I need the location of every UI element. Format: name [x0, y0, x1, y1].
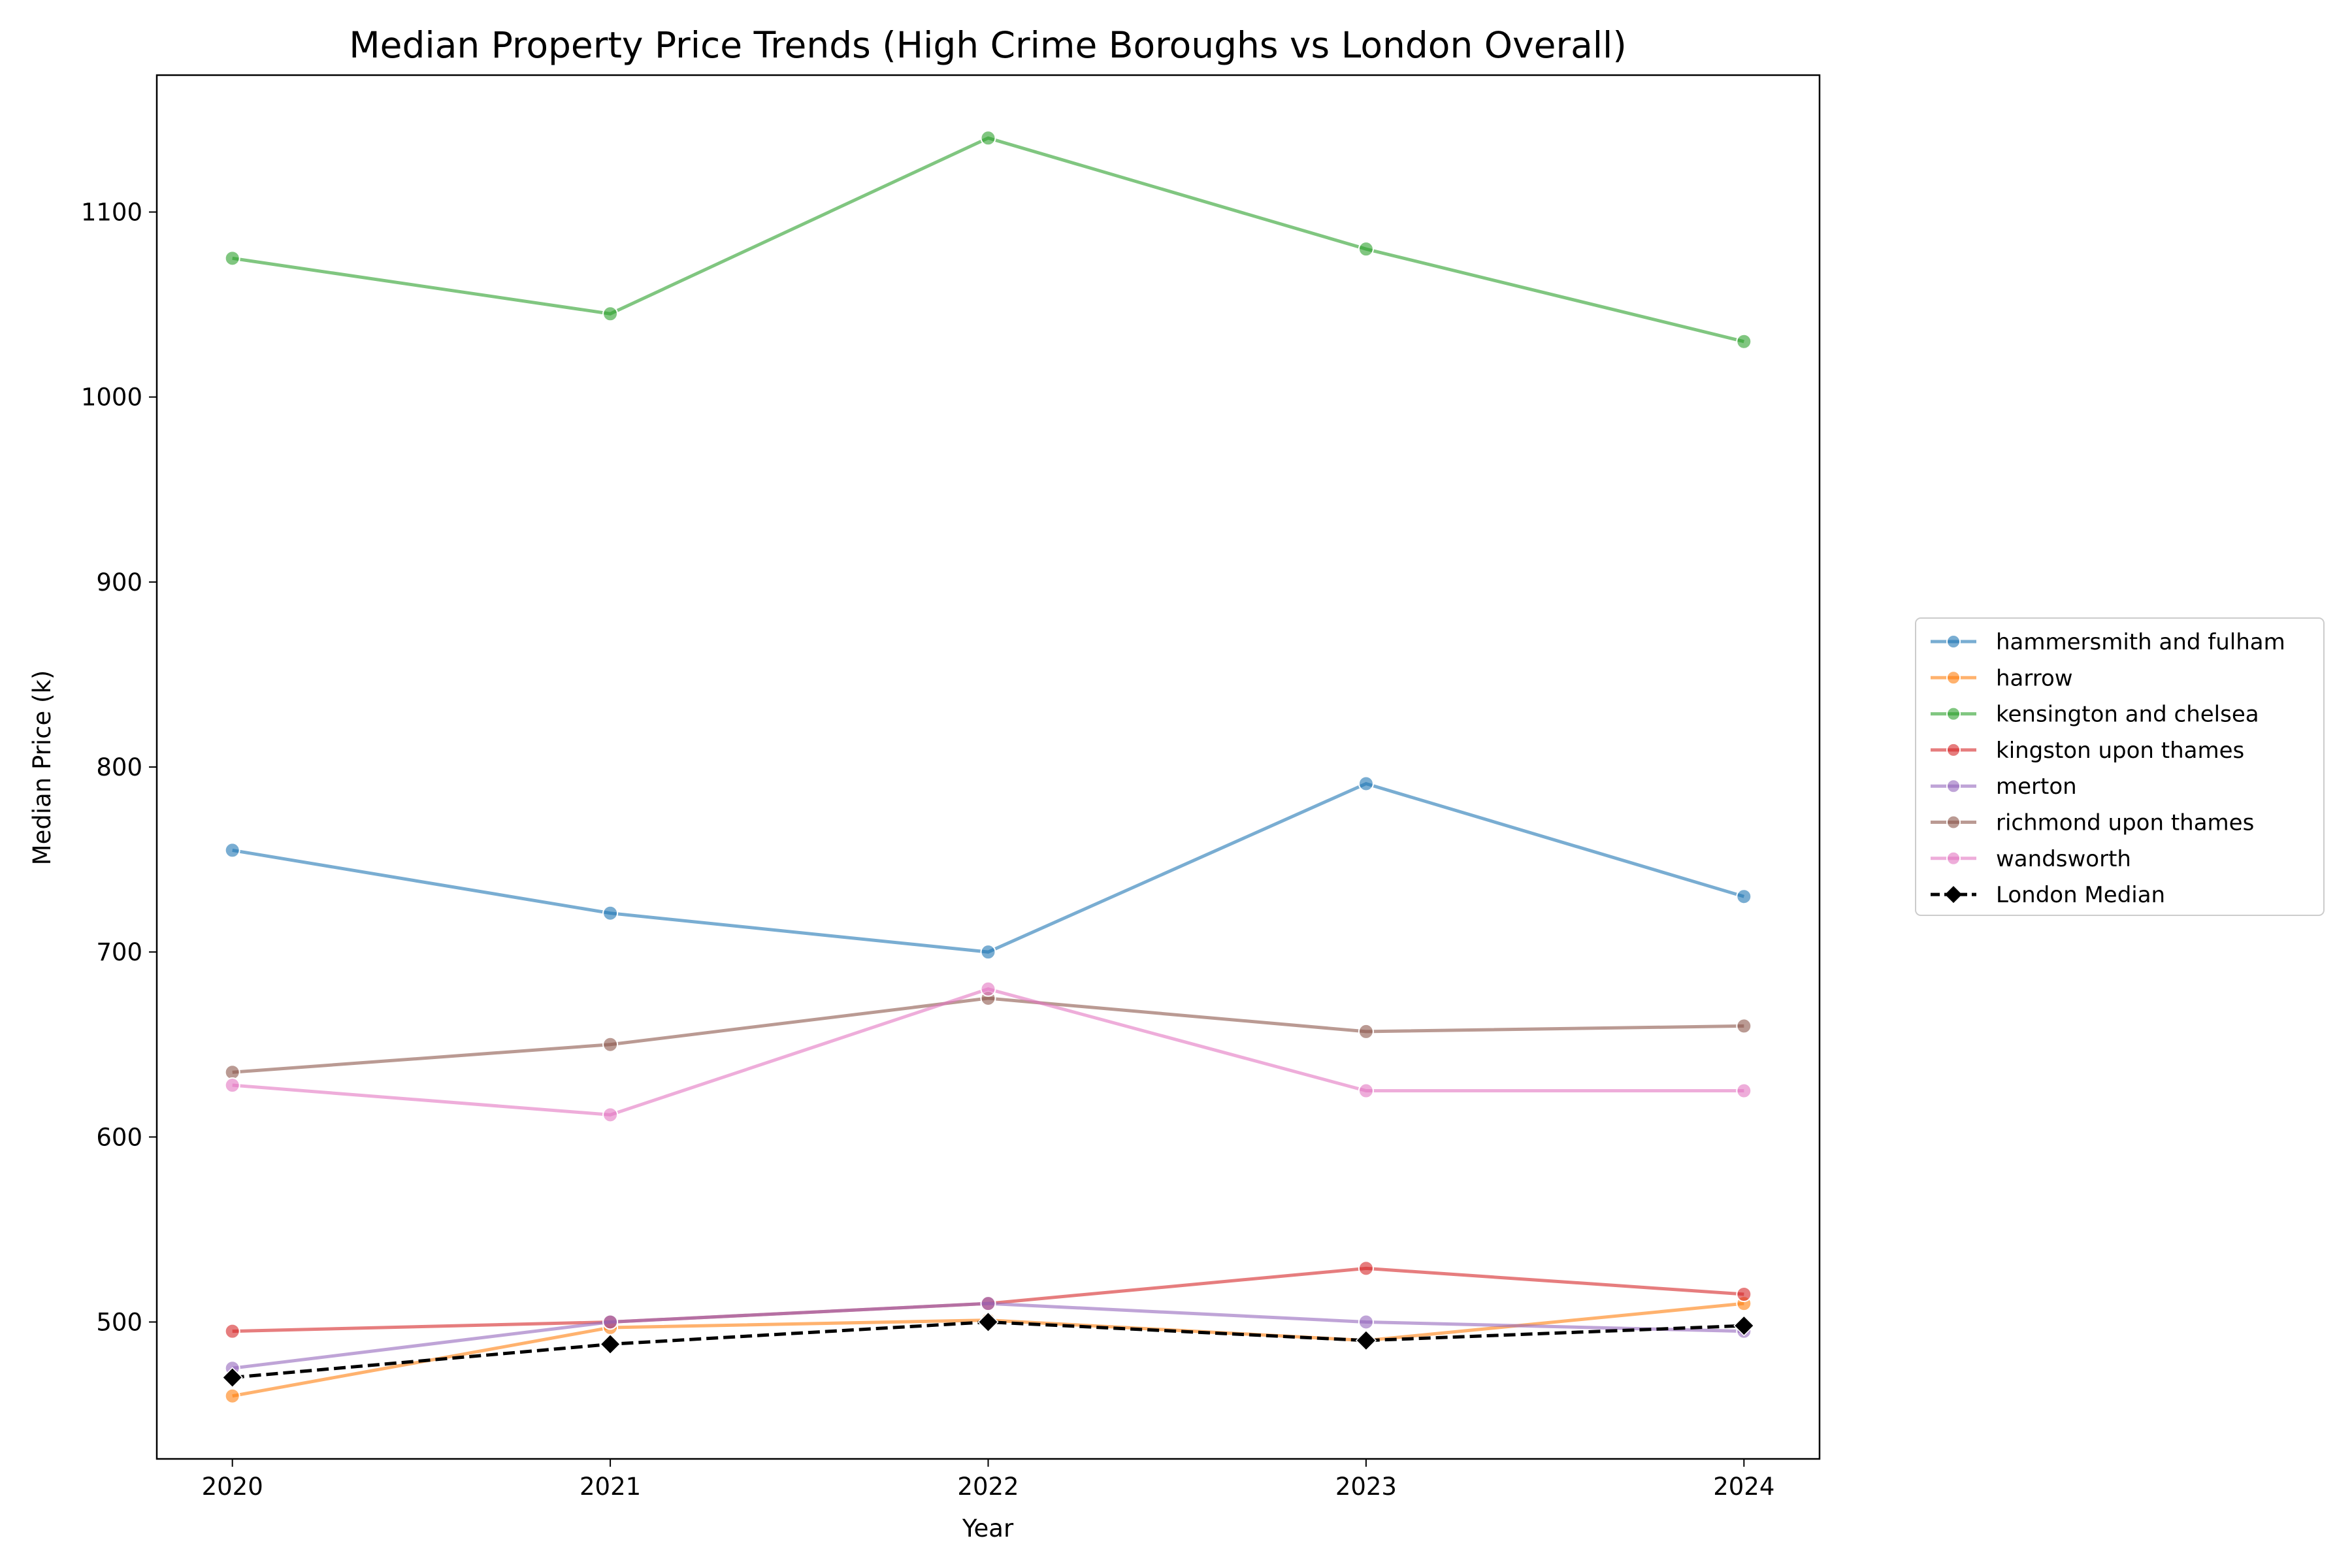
y-tick-label: 1000: [81, 384, 142, 412]
y-tick-label: 600: [96, 1123, 142, 1151]
legend-label: hammersmith and fulham: [1996, 629, 2285, 655]
x-tick-label: 2022: [957, 1473, 1019, 1501]
data-point: [980, 944, 996, 960]
data-point: [602, 905, 619, 921]
data-point: [1736, 889, 1752, 905]
data-point: [224, 250, 240, 267]
series-richmond-upon-thames: [224, 990, 1752, 1081]
data-point: [602, 1036, 619, 1053]
data-point: [980, 1296, 996, 1312]
data-point: [1358, 776, 1374, 792]
data-point: [224, 842, 240, 858]
legend-label: harrow: [1996, 665, 2073, 691]
x-tick-label: 2024: [1713, 1473, 1774, 1501]
series-hammersmith-and-fulham: [224, 776, 1752, 960]
legend-marker: [1946, 815, 1961, 830]
legend-marker: [1946, 634, 1961, 649]
data-point: [1358, 1083, 1374, 1099]
legend-label: kingston upon thames: [1996, 738, 2244, 764]
y-tick-label: 900: [96, 568, 142, 596]
data-point: [1358, 1314, 1374, 1330]
data-point: [224, 1323, 240, 1339]
data-point: [224, 1077, 240, 1094]
y-tick-label: 700: [96, 938, 142, 966]
legend-label: London Median: [1996, 882, 2165, 908]
series-layer: [221, 130, 1755, 1404]
legend-item: hammersmith and fulham: [1931, 629, 2285, 655]
data-point: [1355, 1330, 1377, 1351]
legend-item: merton: [1931, 774, 2077, 800]
legend-frame: [1915, 617, 2325, 916]
legend: hammersmith and fulham harrow kensington a…: [1915, 617, 2325, 916]
legend-marker: [1946, 779, 1961, 794]
legend-label: merton: [1996, 774, 2077, 800]
data-point: [224, 1388, 240, 1404]
data-point: [1736, 1083, 1752, 1099]
series-kensington-and-chelsea: [224, 130, 1752, 350]
data-point: [602, 306, 619, 322]
data-point: [980, 981, 996, 997]
axis-ticks: 2020 2021 2022 2023 2024 500 600 700 800 900 1000 1…: [81, 199, 1775, 1501]
legend-label: kensington and chelsea: [1996, 702, 2259, 728]
chart-title: Median Property Price Trends (High Crime…: [349, 24, 1627, 66]
series-merton: [224, 1296, 1752, 1377]
legend-item: wandsworth: [1931, 846, 2131, 872]
data-point: [1358, 1260, 1374, 1277]
series-wandsworth: [224, 981, 1752, 1123]
legend-item: richmond upon thames: [1931, 810, 2254, 836]
data-point: [602, 1107, 619, 1123]
legend-item: London Median: [1931, 882, 2165, 908]
y-tick-label: 500: [96, 1308, 142, 1336]
data-point: [224, 1064, 240, 1081]
legend-marker: [1946, 742, 1961, 757]
data-point: [221, 1367, 243, 1388]
data-point: [1358, 241, 1374, 257]
data-point: [1733, 1315, 1755, 1337]
legend-marker: [1945, 886, 1962, 904]
data-point: [1736, 1286, 1752, 1302]
data-point: [980, 130, 996, 146]
legend-marker: [1946, 670, 1961, 685]
x-tick-label: 2021: [580, 1473, 641, 1501]
x-tick-label: 2020: [202, 1473, 263, 1501]
y-tick-label: 1100: [81, 199, 142, 227]
legend-label: wandsworth: [1996, 846, 2131, 872]
legend-label: richmond upon thames: [1996, 810, 2254, 836]
data-point: [977, 1311, 999, 1333]
series-london-median: [221, 1311, 1755, 1388]
y-axis-label: Median Price (k): [28, 670, 56, 866]
legend-item: harrow: [1931, 665, 2073, 691]
data-point: [1736, 1018, 1752, 1034]
legend-marker: [1946, 851, 1961, 866]
legend-item: kingston upon thames: [1931, 738, 2244, 764]
legend-marker: [1946, 706, 1961, 721]
legend-item: kensington and chelsea: [1931, 702, 2259, 728]
data-point: [1736, 333, 1752, 350]
data-point: [602, 1314, 619, 1330]
data-point: [600, 1333, 621, 1355]
x-axis-label: Year: [962, 1514, 1014, 1543]
data-point: [1358, 1023, 1374, 1039]
x-tick-label: 2023: [1335, 1473, 1397, 1501]
y-tick-label: 800: [96, 753, 142, 781]
